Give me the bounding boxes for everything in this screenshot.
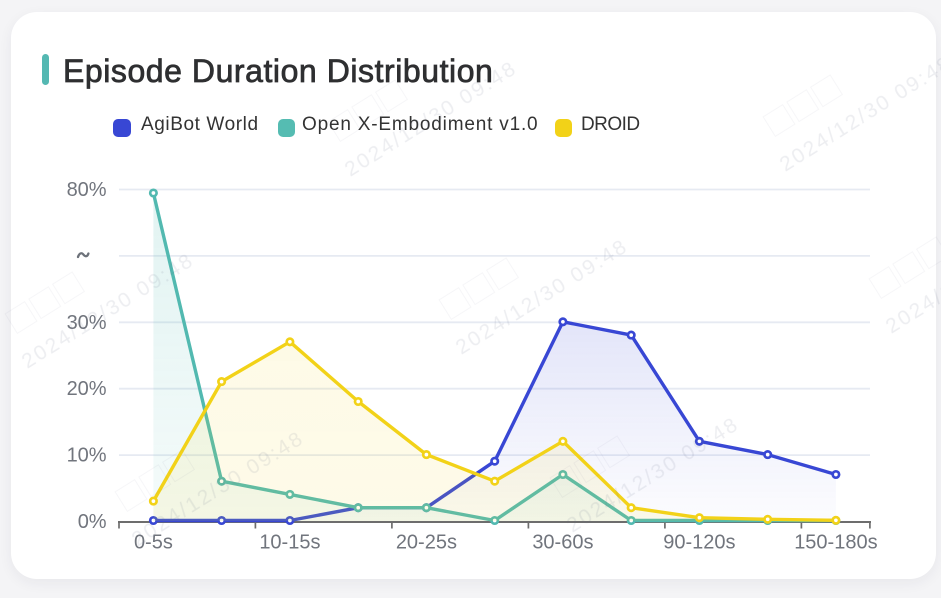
svg-text:150-180s: 150-180s (794, 531, 877, 553)
svg-text:0%: 0% (78, 511, 107, 533)
svg-text:90-120s: 90-120s (663, 531, 735, 553)
svg-text:0-5s: 0-5s (134, 531, 173, 553)
svg-text:10-15s: 10-15s (259, 531, 320, 553)
svg-text:30-60s: 30-60s (532, 531, 593, 553)
svg-text:20%: 20% (67, 378, 107, 400)
svg-text:80%: 80% (67, 179, 107, 201)
svg-text:20-25s: 20-25s (396, 531, 457, 553)
svg-text:30%: 30% (67, 312, 107, 334)
svg-text:10%: 10% (67, 445, 107, 467)
